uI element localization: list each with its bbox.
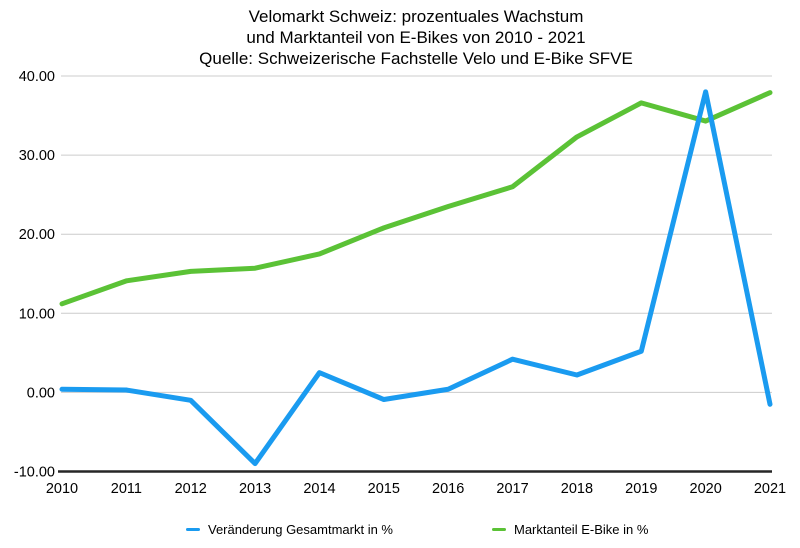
series-line-marktanteil-e-bike-in (59, 90, 773, 307)
chart-title: Velomarkt Schweiz: prozentuales Wachstum… (32, 6, 800, 69)
ytick-label--10: -10.00 (14, 465, 55, 481)
xtick-label-2014: 2014 (303, 481, 335, 497)
xtick-label-2011: 2011 (111, 481, 142, 497)
ytick-label-0: 0.00 (27, 385, 55, 401)
xtick-label-2013: 2013 (239, 481, 271, 497)
chart-title-line-1: Velomarkt Schweiz: prozentuales Wachstum (248, 7, 584, 26)
ytick-label-20: 20.00 (19, 227, 55, 243)
legend-item-veraenderung-gesamtmarkt: Veränderung Gesamtmarkt in % (186, 521, 393, 538)
xtick-label-2018: 2018 (561, 481, 593, 497)
legend-label-veraenderung-gesamtmarkt: Veränderung Gesamtmarkt in % (208, 522, 393, 537)
chart-title-line-3: Quelle: Schweizerische Fachstelle Velo u… (199, 49, 633, 68)
xtick-label-2016: 2016 (432, 481, 464, 497)
xtick-label-2020: 2020 (690, 481, 722, 497)
chart-title-line-2: und Marktanteil von E-Bikes von 2010 - 2… (246, 28, 586, 47)
xtick-label-2019: 2019 (625, 481, 657, 497)
xtick-label-2012: 2012 (175, 481, 207, 497)
series-line-ver-nderung-gesamtmarkt-in (59, 89, 773, 467)
legend-item-marktanteil-ebike: Marktanteil E-Bike in % (492, 521, 648, 538)
xtick-label-2010: 2010 (46, 481, 78, 497)
xtick-label-2017: 2017 (496, 481, 528, 497)
legend-swatch-green (492, 527, 506, 532)
legend-swatch-blue (186, 527, 200, 532)
legend-label-marktanteil-ebike: Marktanteil E-Bike in % (514, 522, 649, 537)
ytick-label-40: 40.00 (19, 69, 55, 85)
ytick-label-30: 30.00 (19, 148, 55, 164)
xtick-label-2015: 2015 (368, 481, 400, 497)
chart-legend: Veränderung Gesamtmarkt in % Marktanteil… (0, 521, 800, 541)
xtick-label-2021: 2021 (754, 481, 786, 497)
ytick-label-10: 10.00 (19, 306, 55, 322)
